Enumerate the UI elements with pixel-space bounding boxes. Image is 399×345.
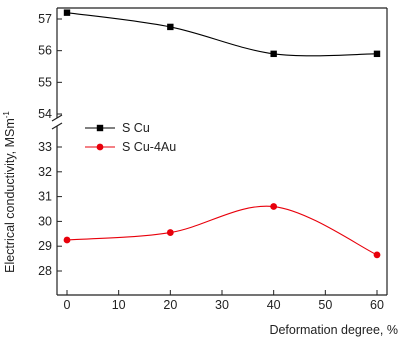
legend: S Cu S Cu-4Au (85, 121, 176, 154)
y-tick-label: 31 (38, 190, 52, 204)
legend-label: S Cu-4Au (122, 140, 176, 154)
y-tick-label: 56 (38, 44, 52, 58)
data-point (63, 9, 71, 16)
x-tick-label: 30 (215, 298, 229, 312)
y-tick-label: 54 (38, 107, 52, 121)
x-tick-label: 0 (64, 298, 71, 312)
x-tick-label: 60 (370, 298, 384, 312)
y-tick-label: 55 (38, 75, 52, 89)
data-point (270, 50, 277, 58)
series-line-1 (66, 205, 378, 256)
x-axis-title: Deformation degree, % (269, 323, 398, 337)
legend-label: S Cu (122, 121, 150, 135)
y-tick-label: 57 (38, 12, 52, 26)
legend-marker (96, 143, 104, 151)
data-point (166, 229, 174, 236)
y-axis-title: Electrical conductivity, MSm-1 (2, 111, 17, 273)
axis-break-mark-upper (51, 114, 63, 122)
data-point (63, 236, 71, 244)
y-axis-title-superscript: -1 (2, 111, 11, 119)
series-line-0 (66, 12, 378, 57)
x-tick-label: 10 (112, 298, 126, 312)
x-tick-label: 50 (318, 298, 332, 312)
y-tick-label: 32 (38, 165, 52, 179)
legend-marker (96, 124, 104, 132)
y-tick-label: 29 (38, 239, 52, 253)
data-point (373, 50, 381, 58)
y-tick-label: 33 (38, 140, 52, 154)
data-point (167, 23, 174, 31)
series-markers (63, 9, 381, 259)
y-tick-label: 30 (38, 214, 52, 228)
y-tick-label: 28 (38, 264, 52, 278)
data-point (373, 251, 381, 259)
ticks: 54 55 56 57 28 29 30 31 32 33 0 10 20 30 40 50 60 (38, 12, 384, 312)
x-tick-label: 40 (267, 298, 281, 312)
axes (51, 7, 388, 296)
data-point (270, 203, 278, 210)
axis-break-mark-lower (51, 122, 63, 130)
series-lines (66, 12, 378, 256)
y-axis-title-text: Electrical conductivity, MSm (3, 118, 17, 273)
x-tick-label: 20 (163, 298, 177, 312)
